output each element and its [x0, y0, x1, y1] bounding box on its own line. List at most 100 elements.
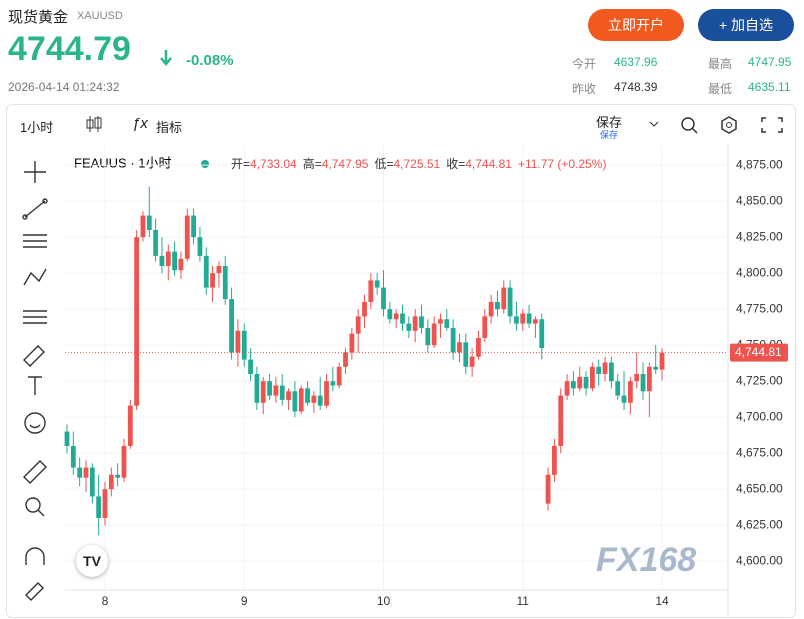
x-tick-label: 10: [377, 594, 391, 608]
candle-body: [159, 255, 165, 266]
candle-body: [501, 287, 507, 310]
candle-body: [184, 215, 190, 259]
candle-body: [419, 316, 424, 328]
candle-body: [431, 323, 437, 346]
candle-body: [463, 342, 469, 367]
candle-body: [646, 366, 652, 392]
candle-body: [134, 237, 140, 406]
candle-body: [406, 323, 412, 331]
candle-body: [558, 395, 564, 446]
candle-body: [355, 316, 361, 334]
candle-body: [336, 366, 342, 386]
candle-body: [191, 215, 196, 238]
candle-body: [146, 215, 152, 230]
candle-body: [482, 316, 488, 338]
candle-body: [235, 330, 241, 353]
candle-body: [64, 431, 70, 446]
y-tick-label: 4,650.00: [736, 481, 783, 495]
stat-label: 最高: [708, 57, 733, 71]
candle-body: [552, 445, 557, 475]
stat-value: 4637.96: [614, 55, 658, 69]
candle-body: [298, 388, 304, 412]
candle-body: [539, 319, 545, 349]
y-tick-label: 4,625.00: [736, 517, 783, 531]
open-account-button[interactable]: 立即开户: [588, 9, 684, 41]
interval-button[interactable]: 1小时: [20, 120, 54, 135]
legend-label: 高=: [303, 156, 322, 171]
x-tick-label: 14: [655, 594, 669, 608]
stat-label: 昨收: [572, 82, 597, 96]
candle-body: [83, 467, 89, 478]
candle-body: [178, 258, 184, 271]
timestamp: 2026-04-14 01:24:32: [8, 80, 120, 94]
last-price-tag: [730, 343, 788, 362]
candle-body: [248, 359, 253, 374]
legend-label: 收=: [446, 157, 465, 171]
legend-value: 4,733.04: [250, 157, 297, 171]
candle-body: [621, 395, 627, 403]
candle-body: [577, 376, 583, 389]
candle-body: [77, 467, 83, 478]
candle-body: [286, 391, 291, 400]
candle-body: [387, 309, 393, 320]
y-tick-label: 4,675.00: [736, 445, 783, 459]
down-arrow: [160, 50, 172, 66]
save-button[interactable]: 保存: [596, 115, 623, 130]
candle-body: [153, 229, 159, 256]
save-sub: 保存: [600, 130, 619, 140]
y-tick-label: 4,775.00: [736, 301, 783, 315]
candle-body: [210, 273, 215, 288]
status-dot: [201, 160, 209, 168]
candle-body: [457, 342, 462, 353]
candle-body: [602, 362, 608, 374]
fx-icon[interactable]: ƒx: [132, 115, 148, 132]
candle-body: [254, 373, 260, 403]
candle-body: [615, 381, 621, 396]
y-tick-label: 4,700.00: [736, 409, 783, 423]
stat-label: 今开: [572, 57, 597, 71]
price: 4744.79: [8, 30, 131, 68]
candle-type-icon[interactable]: [84, 114, 104, 134]
candle-body: [140, 215, 146, 238]
candle-body: [400, 313, 405, 324]
candle-body: [476, 337, 481, 357]
chart-panel: [6, 104, 796, 618]
candle-body: [260, 381, 266, 403]
candle-body: [121, 445, 127, 478]
candle-body: [102, 489, 108, 518]
stat-label: 最低: [708, 82, 733, 96]
candle-body: [450, 327, 456, 353]
candle-body: [89, 467, 95, 497]
candle-body: [640, 373, 646, 392]
y-tick-label: 4,800.00: [736, 265, 783, 279]
candle-body: [412, 316, 418, 331]
candle-body: [311, 395, 317, 403]
candle-body: [495, 301, 500, 310]
stat-value: 4748.39: [614, 80, 658, 94]
tv-logo[interactable]: TV: [76, 545, 108, 577]
candle-body: [70, 445, 76, 468]
y-tick-label: 4,875.00: [736, 157, 783, 171]
candle-body: [393, 313, 399, 320]
y-tick-label: 4,725.00: [736, 373, 783, 387]
watermark: FX168: [596, 541, 696, 579]
candle-body: [514, 316, 519, 324]
candle-body: [127, 405, 133, 446]
candle-body: [653, 366, 659, 370]
candle-body: [349, 333, 355, 353]
candle-body: [596, 366, 602, 374]
candle-body: [374, 280, 380, 288]
candle-body: [330, 381, 336, 386]
candle-body: [659, 352, 665, 370]
legend-label: 开=: [231, 157, 250, 171]
candle-body: [488, 301, 494, 317]
watchlist-button[interactable]: + 加自选: [698, 9, 794, 41]
indicators-button[interactable]: 指标: [156, 120, 183, 135]
candle-body: [571, 381, 576, 389]
candle-body: [197, 237, 203, 256]
candle-body: [381, 287, 386, 310]
candle-body: [583, 376, 589, 389]
candle-body: [507, 287, 513, 317]
